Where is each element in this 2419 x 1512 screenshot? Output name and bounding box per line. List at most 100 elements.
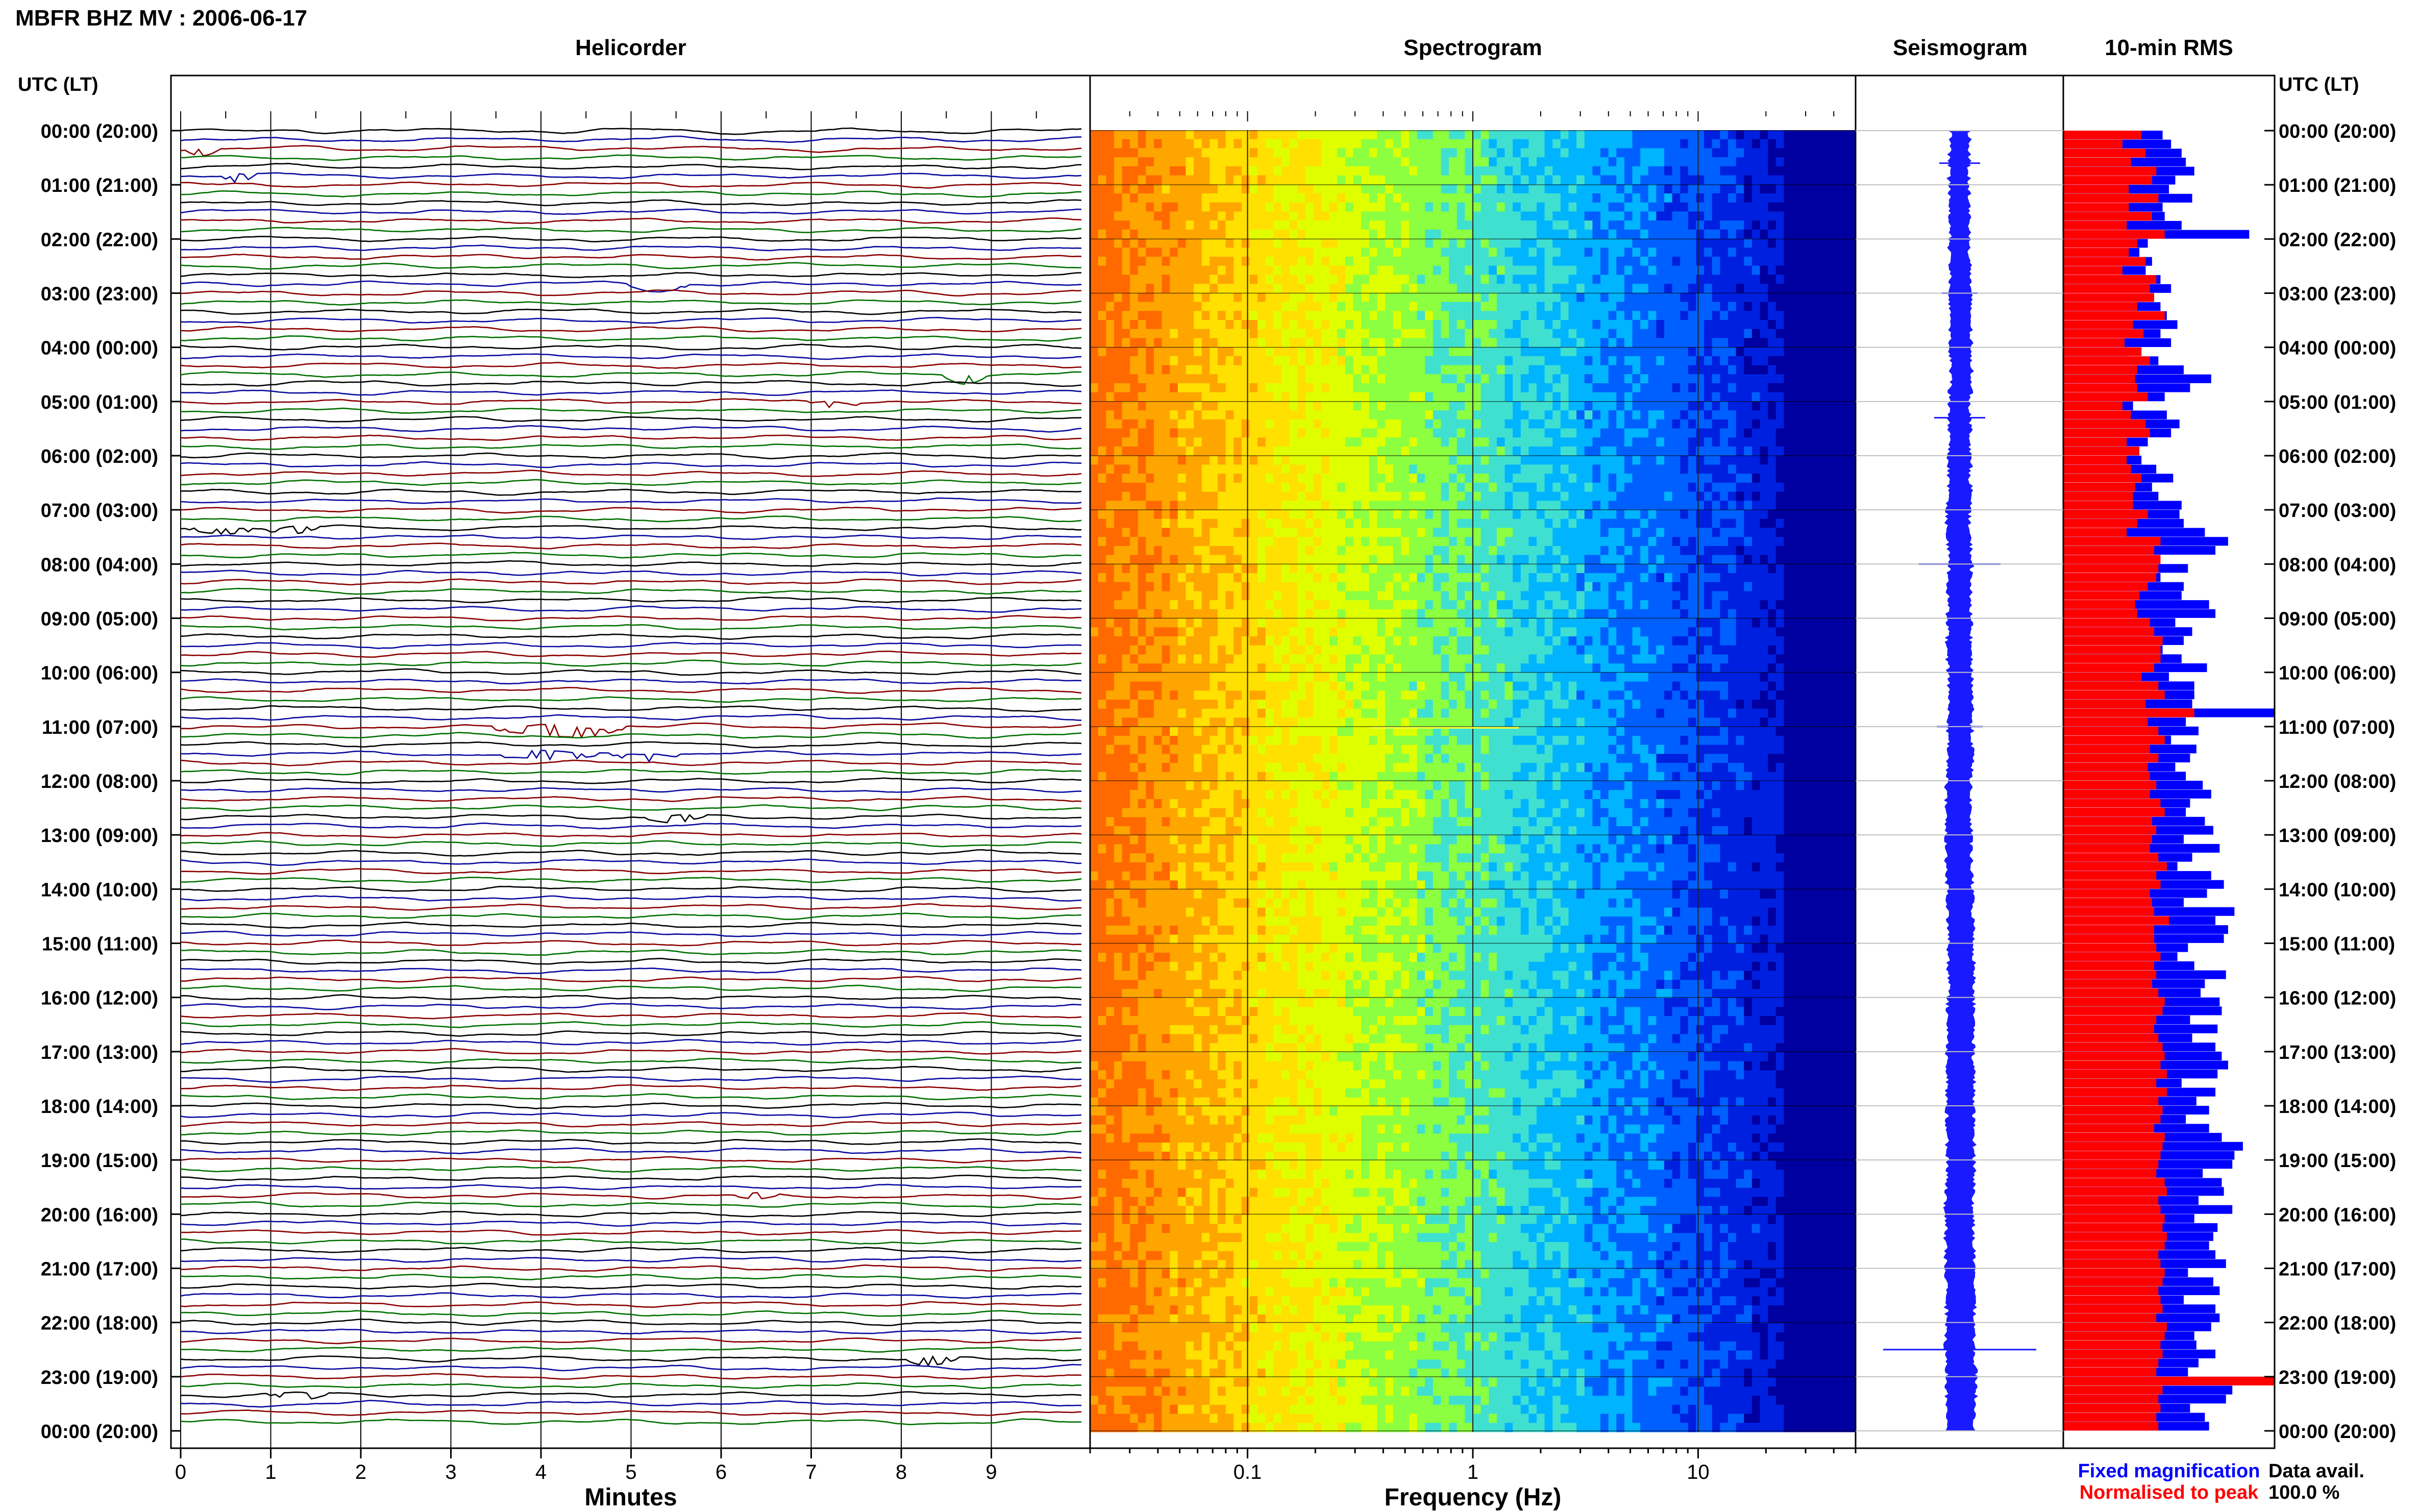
spectrogram-cell — [1537, 447, 1545, 456]
spectrogram-cell — [1233, 238, 1242, 248]
spectrogram-cell — [1154, 410, 1163, 420]
spectrogram-cell — [1640, 410, 1649, 420]
spectrogram-title: Spectrogram — [1403, 35, 1542, 60]
spectrogram-cell — [1417, 238, 1425, 248]
spectrogram-cell — [1449, 410, 1458, 420]
spectrogram-cell — [1130, 410, 1139, 420]
spectrogram-cell — [1544, 302, 1553, 311]
spectrogram-cell — [1720, 257, 1729, 266]
spectrogram-cell — [1632, 564, 1641, 574]
spectrogram-cell — [1624, 374, 1633, 384]
spectrogram-cell — [1433, 275, 1442, 284]
spectrogram-cell — [1201, 482, 1210, 492]
spectrogram-cell — [1393, 491, 1401, 501]
spectrogram-cell — [1760, 211, 1768, 221]
spectrogram-cell — [1839, 338, 1848, 348]
spectrogram-cell — [1233, 491, 1242, 501]
spectrogram-cell — [1170, 157, 1178, 167]
spectrogram-cell — [1568, 365, 1577, 375]
spectrogram-cell — [1249, 220, 1258, 230]
spectrogram-cell — [1409, 302, 1418, 311]
spectrogram-cell — [1808, 401, 1816, 411]
spectrogram-cell — [1736, 392, 1744, 402]
spectrogram-cell — [1114, 591, 1123, 601]
spectrogram-cell — [1281, 193, 1290, 203]
spectrogram-cell — [1688, 383, 1697, 393]
spectrogram-cell — [1194, 537, 1202, 547]
spectrogram-cell — [1680, 491, 1689, 501]
spectrogram-cell — [1696, 157, 1705, 167]
spectrogram-cell — [1728, 220, 1737, 230]
spectrogram-cell — [1441, 329, 1449, 339]
time-axis-label-left: UTC (LT) — [18, 74, 98, 95]
spectrogram-cell — [1537, 292, 1545, 303]
spectrogram-cell — [1457, 555, 1465, 564]
spectrogram-cell — [1808, 491, 1816, 501]
spectrogram-cell — [1114, 464, 1123, 474]
spectrogram-cell — [1704, 528, 1713, 537]
spectrogram-cell — [1537, 455, 1545, 465]
spectrogram-cell — [1177, 528, 1187, 537]
spectrogram-cell — [1760, 428, 1768, 438]
spectrogram-cell — [1265, 464, 1274, 474]
spectrogram-cell — [1728, 139, 1737, 149]
spectrogram-cell — [1273, 410, 1282, 420]
spectrogram-cell — [1672, 311, 1681, 320]
spectrogram-cell — [1600, 447, 1609, 456]
spectrogram-cell — [1847, 447, 1856, 456]
spectrogram-cell — [1592, 347, 1601, 357]
spectrogram-cell — [1218, 537, 1226, 547]
spectrogram-cell — [1353, 401, 1362, 411]
spectrogram-cell — [1608, 157, 1617, 167]
time-tick-left: 04:00 (00:00) — [41, 338, 158, 359]
spectrogram-cell — [1218, 184, 1226, 194]
spectrogram-cell — [1528, 401, 1537, 411]
spectrogram-cell — [1504, 257, 1513, 266]
spectrogram-cell — [1616, 229, 1625, 239]
spectrogram-cell — [1760, 220, 1768, 230]
spectrogram-cell — [1433, 428, 1442, 438]
spectrogram-cell — [1656, 338, 1665, 348]
spectrogram-cell — [1760, 383, 1768, 393]
spectrogram-cell — [1265, 546, 1274, 556]
spectrogram-cell — [1170, 193, 1178, 203]
time-tick-left: 03:00 (23:00) — [41, 284, 158, 305]
spectrogram-cell — [1130, 238, 1139, 248]
spectrogram-cell — [1194, 229, 1202, 239]
spectrogram-cell — [1640, 428, 1649, 438]
spectrogram-cell — [1457, 139, 1465, 149]
spectrogram-cell — [1808, 139, 1816, 149]
spectrogram-cell — [1098, 365, 1106, 375]
spectrogram-cell — [1473, 482, 1482, 492]
spectrogram-cell — [1696, 573, 1705, 583]
spectrogram-cell — [1648, 157, 1657, 167]
spectrogram-cell — [1138, 175, 1146, 185]
spectrogram-cell — [1775, 437, 1784, 447]
spectrogram-cell — [1146, 139, 1154, 149]
spectrogram-cell — [1194, 383, 1202, 393]
spectrogram-cell — [1146, 555, 1154, 564]
spectrogram-cell — [1632, 510, 1641, 519]
spectrogram-cell — [1122, 275, 1130, 284]
spectrogram-cell — [1544, 257, 1553, 266]
spectrogram-cell — [1114, 455, 1123, 465]
spectrogram-cell — [1480, 157, 1489, 167]
spectrogram-cell — [1688, 410, 1697, 420]
spectrogram-cell — [1233, 220, 1242, 230]
spectrogram-cell — [1792, 546, 1800, 556]
spectrogram-cell — [1513, 247, 1521, 257]
spectrogram-cell — [1680, 464, 1689, 474]
spectrogram-cell — [1784, 356, 1792, 366]
spectrogram-cell — [1098, 501, 1106, 510]
spectrogram-cell — [1090, 175, 1099, 185]
spectrogram-cell — [1704, 311, 1713, 320]
spectrogram-cell — [1489, 302, 1497, 311]
spectrogram-cell — [1337, 428, 1346, 438]
spectrogram-cell — [1552, 247, 1561, 257]
spectrogram-cell — [1537, 437, 1545, 447]
spectrogram-cell — [1847, 247, 1856, 257]
spectrogram-cell — [1600, 257, 1609, 266]
spectrogram-cell — [1664, 555, 1673, 564]
spectrogram-cell — [1465, 157, 1473, 167]
spectrogram-cell — [1218, 338, 1226, 348]
